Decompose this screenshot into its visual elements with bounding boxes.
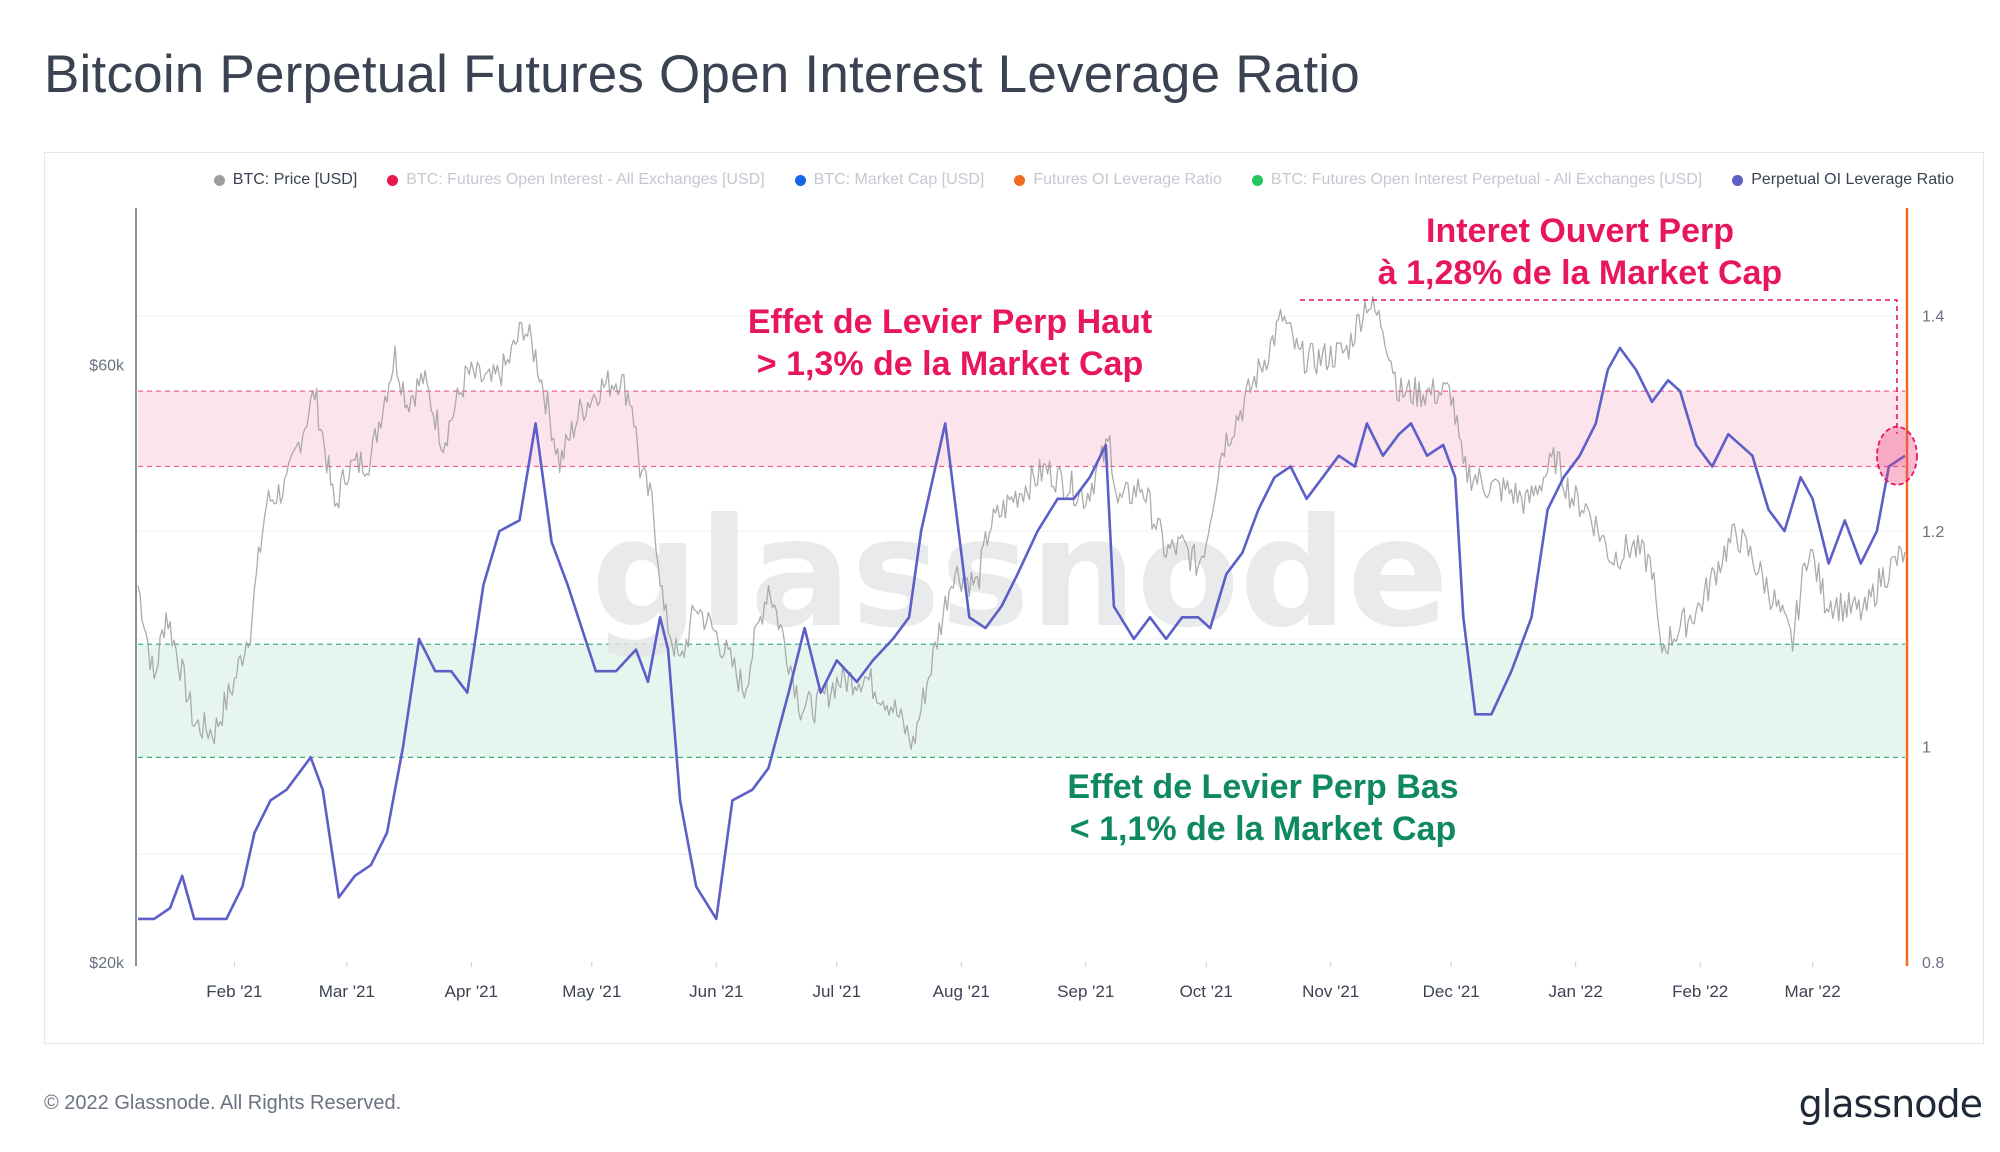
annotation-current-line2: à 1,28% de la Market Cap [1378, 254, 1782, 292]
legend-item-2[interactable]: BTC: Market Cap [USD] [794, 171, 985, 189]
legend-item-4[interactable]: BTC: Futures Open Interest Perpetual - A… [1251, 171, 1703, 189]
legend-label: BTC: Futures Open Interest - All Exchang… [406, 171, 765, 188]
legend-dot-icon [387, 174, 399, 186]
legend-label: BTC: Market Cap [USD] [813, 171, 985, 188]
y-right-tick-label: 1.2 [1922, 524, 1944, 541]
x-tick-label: Mar '21 [319, 982, 375, 1001]
legend-item-3[interactable]: Futures OI Leverage Ratio [1014, 171, 1222, 189]
y-left-tick-label: $20k [89, 955, 125, 972]
legend-dot-icon [1251, 174, 1263, 186]
x-tick-label: Jan '22 [1549, 982, 1603, 1001]
legend-label: BTC: Futures Open Interest Perpetual - A… [1270, 171, 1703, 188]
watermark: glassnode [591, 487, 1449, 661]
annotation-current-line1: Interet Ouvert Perp [1426, 212, 1734, 250]
series-line-0 [137, 295, 1906, 750]
glassnode-logo: glassnode [1798, 1082, 1983, 1126]
x-tick-label: Jun '21 [689, 982, 743, 1001]
x-tick-label: Mar '22 [1785, 982, 1841, 1001]
legend-item-0[interactable]: BTC: Price [USD] [213, 171, 358, 189]
legend-label: Futures OI Leverage Ratio [1033, 171, 1222, 188]
annotation-connector [1300, 299, 1898, 434]
x-tick-label: Jul '21 [812, 982, 861, 1001]
annotation-low-line1: Effet de Levier Perp Bas [1067, 768, 1458, 806]
x-tick-label: Apr '21 [445, 982, 498, 1001]
series-line-1 [138, 346, 1906, 921]
y-left-tick-label: $60k [89, 357, 125, 374]
legend: BTC: Price [USD] BTC: Futures Open Intere… [0, 168, 1954, 192]
y-right-tick-label: 1.4 [1922, 309, 1944, 326]
legend-label: BTC: Price [USD] [232, 171, 358, 188]
band-high [138, 391, 1905, 467]
legend-item-1[interactable]: BTC: Futures Open Interest - All Exchang… [387, 171, 765, 189]
legend-label: Perpetual OI Leverage Ratio [1751, 171, 1954, 188]
legend-item-5[interactable]: Perpetual OI Leverage Ratio [1732, 171, 1954, 189]
x-tick-label: Feb '21 [206, 982, 262, 1001]
x-tick-label: May '21 [562, 982, 621, 1001]
page-title: Bitcoin Perpetual Futures Open Interest … [44, 45, 1360, 104]
x-tick-label: Oct '21 [1180, 982, 1233, 1001]
annotation-high-line2: > 1,3% de la Market Cap [757, 345, 1143, 383]
copyright-footer: © 2022 Glassnode. All Rights Reserved. [44, 1092, 402, 1114]
y-right-tick-label: 1 [1922, 740, 1931, 757]
legend-dot-icon [1732, 174, 1744, 186]
legend-dot-icon [213, 174, 225, 186]
annotation-high-line1: Effet de Levier Perp Haut [748, 303, 1152, 341]
annotation-low-line2: < 1,1% de la Market Cap [1070, 810, 1456, 848]
x-tick-label: Nov '21 [1302, 982, 1359, 1001]
y-right-tick-label: 0.8 [1922, 955, 1944, 972]
current-value-marker [1876, 425, 1918, 486]
legend-dot-icon [1014, 174, 1026, 186]
legend-dot-icon [794, 174, 806, 186]
x-tick-label: Dec '21 [1423, 982, 1480, 1001]
x-tick-label: Feb '22 [1672, 982, 1728, 1001]
x-tick-label: Sep '21 [1057, 982, 1114, 1001]
x-tick-label: Aug '21 [933, 982, 990, 1001]
